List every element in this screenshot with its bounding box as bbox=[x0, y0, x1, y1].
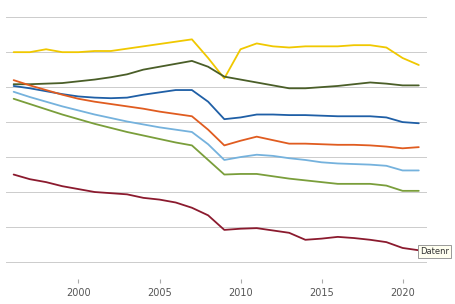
Text: Datenr: Datenr bbox=[420, 247, 449, 256]
